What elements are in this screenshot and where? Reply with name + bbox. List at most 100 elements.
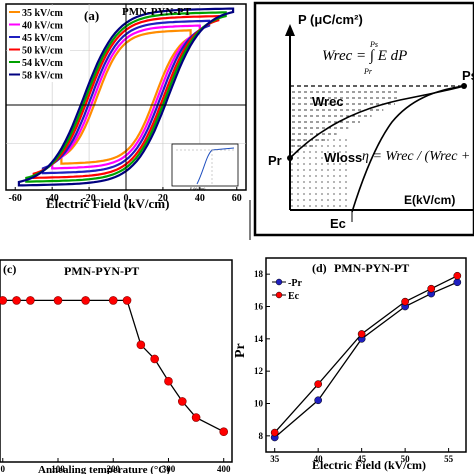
y-tick-label: 18 [254,269,264,279]
pr-point [287,155,293,161]
loss-dot [321,163,323,165]
integral-lower: Pr [363,67,373,76]
loss-dot [345,187,347,189]
panel-c-point [191,413,201,422]
panel-d-line [274,275,458,434]
panel-d-ylabel: Pr [233,343,248,358]
legend-entry: 35 kV/cm [22,8,64,19]
loss-dot [291,193,293,195]
x-tick-label: 40 [314,454,324,464]
wrec-label: Wrec [312,94,344,109]
panel-c-point [0,296,8,305]
loss-dot [291,169,293,171]
loss-dot [327,157,329,159]
loss-dot [345,169,347,171]
x-tick-label: 20 [158,193,168,204]
loss-dot [315,187,317,189]
loop-54 [25,11,227,183]
loss-dot [345,205,347,207]
legend-swatch-marker [275,278,283,286]
loss-dot [327,139,329,141]
y-tick-label: 10 [254,399,264,409]
loss-dot [297,145,299,147]
legend-bg [8,6,70,82]
panel-d-xlabel: Electric Field (kV/cm) [312,458,426,472]
loss-dot [309,187,311,189]
loss-dot [303,181,305,183]
loss-dot [297,139,299,141]
loss-dot [345,175,347,177]
x-tick-label: 100 [51,464,65,474]
loss-dot [345,145,347,147]
legend-entry: 50 kV/cm [22,46,64,57]
loss-dot [303,151,305,153]
loss-dot [291,181,293,183]
x-tick-label: 45 [357,454,367,464]
panel-d-point [401,297,409,306]
legend-entry: 58 kV/cm [22,71,64,82]
loss-dot [303,193,305,195]
loss-dot [291,163,293,165]
loss-dot [333,163,335,165]
loss-dot [303,157,305,159]
loss-dot [345,193,347,195]
loss-dot [315,175,317,177]
loss-dot [309,181,311,183]
loss-dot [321,181,323,183]
loss-dot [333,169,335,171]
loss-dot [345,181,347,183]
loop-58 [17,7,235,187]
loss-dot [315,157,317,159]
loss-dot [315,145,317,147]
panel-d-point [357,330,366,338]
x-tick-label: -60 [9,193,22,204]
x-tick-label: 40 [195,193,205,204]
loss-dot [297,175,299,177]
loss-dot [297,187,299,189]
loss-dot [297,169,299,171]
loss-dot [327,187,329,189]
loop-35 [60,29,192,165]
legend-entry: 40 kV/cm [22,21,64,32]
loss-dot [291,187,293,189]
loss-dot [321,139,323,141]
loss-dot [309,157,311,159]
x-tick-label: -40 [45,193,58,204]
loss-dot [327,175,329,177]
panel-d: (d) PMN-PYN-PT Pr 8 10 12 14 16 18 35 40 45 50 55… [233,257,467,472]
loss-dot [291,199,293,201]
schematic-y-arrow [285,24,295,36]
loss-dot [315,163,317,165]
loss-dot [333,199,335,201]
x-tick-label: 200 [106,464,120,474]
loss-dot [327,145,329,147]
wrec-hatch [292,91,400,147]
panel-c-point [164,376,173,386]
y-tick-label: 8 [259,431,264,441]
loss-dot [339,205,341,207]
loss-dot [309,175,311,177]
schematic-ylabel: P (μC/cm²) [298,12,363,27]
legend-swatch-marker [275,291,283,299]
panel-d-label: (d) [312,261,327,275]
loss-dot [327,181,329,183]
loss-dot [315,205,317,207]
loss-dot [321,151,323,153]
loss-dot [297,205,299,207]
panel-a-label: (a) [84,8,99,23]
panel-d-series [270,271,462,442]
x-tick-label: 50 [401,454,411,464]
x-tick-label: 35 [270,454,280,464]
panel-schematic: P (μC/cm²) E(kV/cm) Pr Ps Ec Wrec Wloss … [253,1,474,237]
loss-dot [291,175,293,177]
loss-dot [339,151,341,153]
panel-c-point [177,397,187,406]
panel-a-inset: E (kV/cm) [171,143,239,191]
loss-dot [297,163,299,165]
panel-c-point [81,296,90,305]
y-tick-label: 12 [254,366,264,376]
loss-dot [333,151,335,153]
loss-dot [339,163,341,165]
loss-dot [309,205,311,207]
